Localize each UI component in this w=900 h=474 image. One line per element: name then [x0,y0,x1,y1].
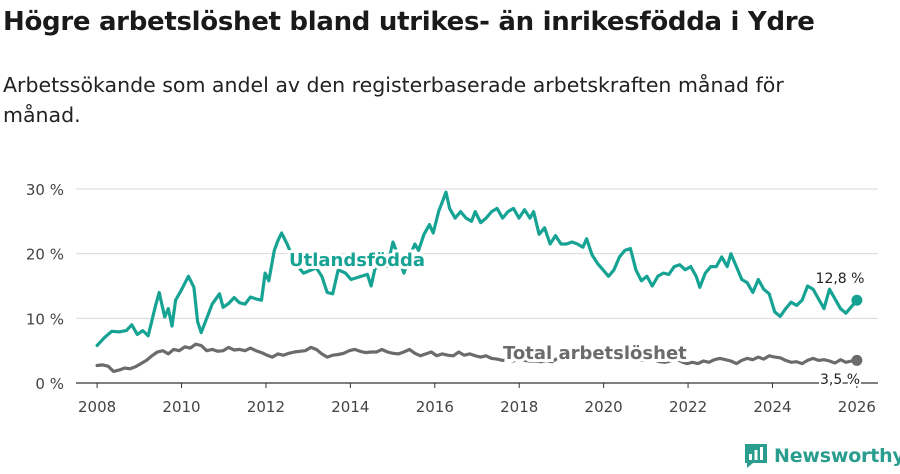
y-tick-label: 30 % [26,181,64,199]
x-tick-label: 2020 [585,398,623,416]
brand-name: Newsworthy [774,445,900,467]
x-tick-label: 2026 [838,398,876,416]
x-tick-label: 2008 [78,398,116,416]
series-lines [95,190,863,373]
x-tick-label: 2016 [416,398,454,416]
series-label-total: Total arbetslöshet [503,343,687,364]
x-tick-label: 2014 [331,398,369,416]
end-label-total: 3,5 % [820,372,860,388]
newsworthy-chart-logo-icon [745,444,767,468]
x-tick-label: 2024 [753,398,791,416]
y-tick-label: 10 % [26,310,64,328]
series-line-utlandsfodda [95,190,859,348]
x-tick-label: 2012 [247,398,285,416]
chart-labels: Utlandsfödda Total arbetslöshet 12,8 % 3,5 … [286,247,866,390]
end-label-utlandsfodda: 12,8 % [816,271,865,287]
page-subtitle: Arbetssökande som andel av den registerb… [3,73,784,127]
grid-lines [76,188,878,319]
end-point-utlandsfodda [851,294,863,306]
series-line-total [95,342,859,373]
x-tick-label: 2010 [162,398,200,416]
y-tick-label: 20 % [26,246,64,264]
y-tick-label: 0 % [35,375,64,393]
page-title: Högre arbetslöshet bland utrikes- än inr… [3,7,815,37]
brand-logo: Newsworthy [744,442,900,470]
series-label-utlandsfodda: Utlandsfödda [289,250,425,271]
x-tick-label: 2018 [500,398,538,416]
x-tick-label: 2022 [669,398,707,416]
end-point-total [851,354,863,366]
axes: 0 % 10 % 20 % 30 % 2008 2010 2012 2014 2016 2018 2… [26,181,878,416]
